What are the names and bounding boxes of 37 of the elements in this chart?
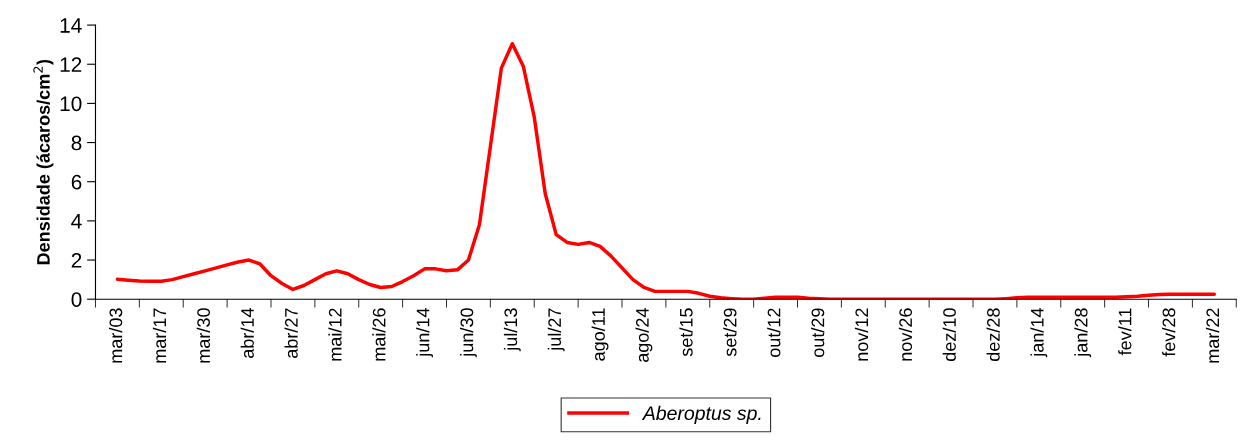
x-tick-label: dez/28 [986,308,1000,361]
x-tick-label: jun/30 [460,308,477,358]
y-tick-label: 0 [71,292,82,307]
x-tick-label: mar/30 [196,308,211,363]
x-tick-label: jan/14 [1030,308,1048,358]
y-tick-label: 14 [60,18,82,33]
x-tick-label: abr/27 [284,308,298,358]
x-tick-label: ago/11 [591,308,609,361]
y-tick-label: 6 [71,174,82,190]
y-tick-label: 10 [60,96,82,112]
y-tick-label: 2 [71,253,82,268]
x-tick-label: jul/13 [503,308,521,352]
legend-label: Aberoptus sp. [641,405,761,424]
x-tick-label: fev/28 [1162,308,1176,357]
x-tick-label: mai/26 [372,308,386,361]
x-tick-label: jul/27 [547,308,565,352]
x-tick-label: nov/12 [854,308,869,361]
y-tick-label: 4 [71,214,82,229]
x-tick-label: jun/14 [416,308,433,358]
y-axis-title: Densidade (ácaros/cm$^{2}$) [33,59,54,265]
x-tick-label: out/12 [767,308,781,357]
line-series [115,41,1217,300]
x-tick-label: jan/28 [1074,308,1092,358]
x-tick-label: mar/22 [1205,308,1220,363]
x-tick-label: set/29 [723,308,737,357]
x-tick-label: mar/03 [109,308,123,363]
x-tick-label: ago/24 [635,308,653,362]
x-tick-label: nov/26 [898,308,913,361]
y-tick-label: 8 [71,135,82,151]
x-tick-label: out/29 [811,308,825,357]
x-tick-label: mar/17 [152,308,167,363]
y-tick-label: 12 [60,57,82,72]
x-tick-label: abr/14 [240,308,254,358]
x-tick-label: set/15 [679,308,693,357]
x-tick-label: dez/10 [942,308,956,361]
x-tick-label: fev/11 [1118,308,1132,356]
x-tick-label: mai/12 [328,308,342,361]
